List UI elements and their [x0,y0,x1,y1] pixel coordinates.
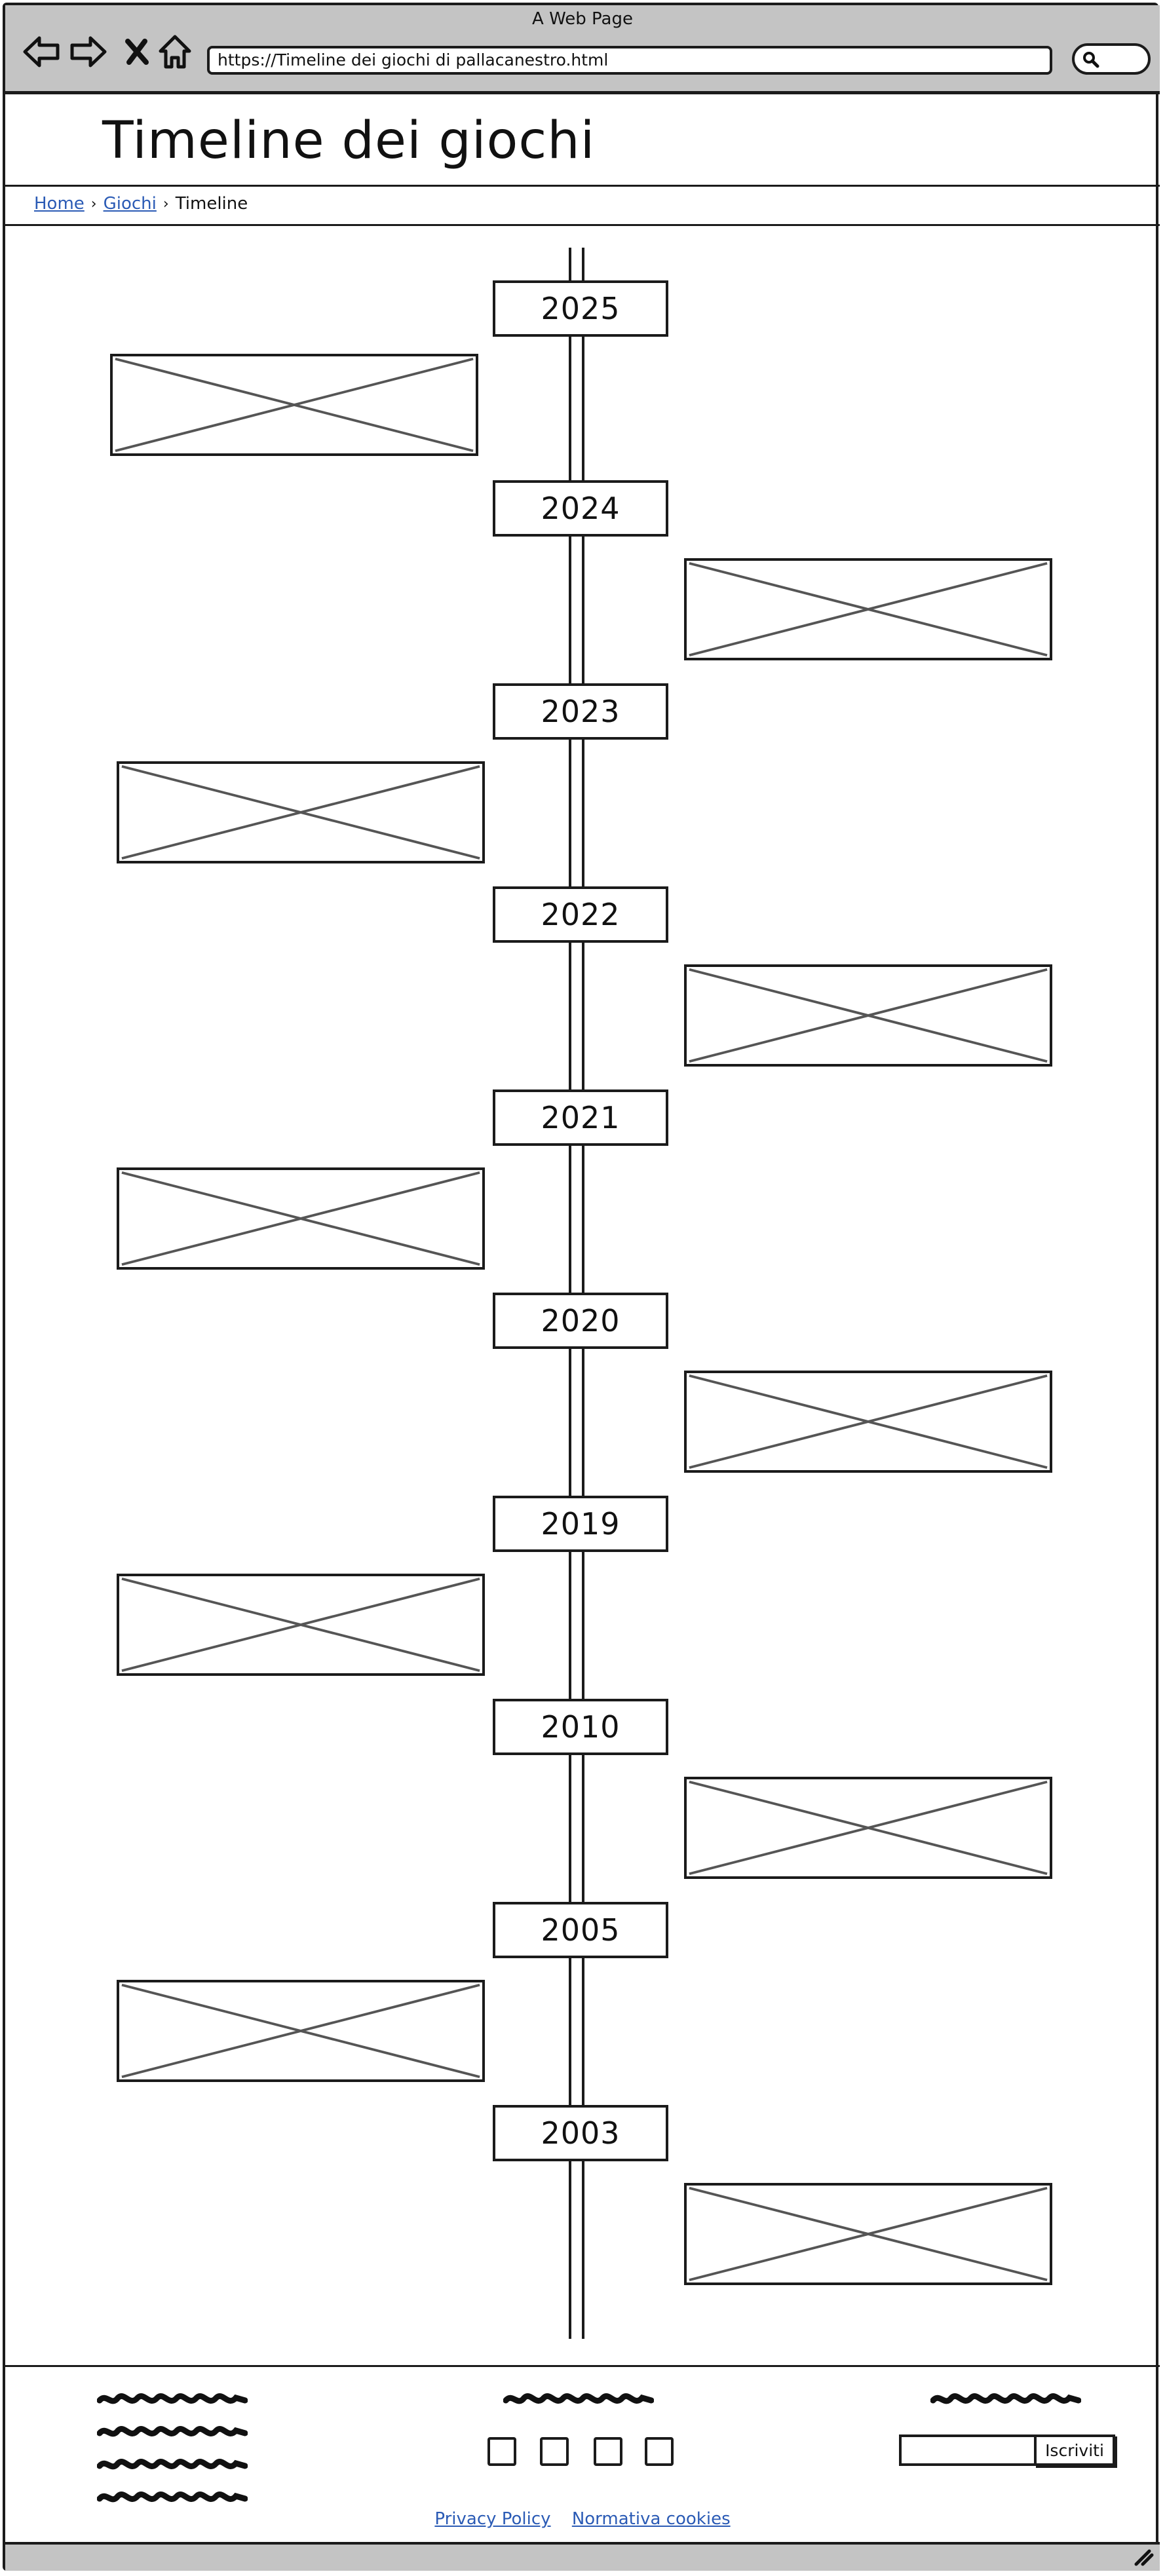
image-placeholder-2021 [117,1167,485,1270]
breadcrumb: Home › Giochi › Timeline [34,194,248,214]
image-placeholder-2003 [684,2183,1052,2285]
footer-text-placeholder [97,2491,248,2503]
search-icon [1083,52,1099,68]
breadcrumb-current: Timeline [175,194,248,214]
image-placeholder-icon [121,1983,480,2079]
image-placeholder-icon [689,561,1048,657]
timeline-year-2022: 2022 [493,886,668,943]
subscribe-button[interactable]: Iscriviti [1034,2434,1115,2466]
image-placeholder-2022 [684,964,1052,1067]
footer-text-placeholder [503,2393,654,2404]
browser-search-field[interactable] [1072,43,1151,75]
social-icon[interactable] [645,2437,674,2466]
back-arrow-icon [23,36,60,67]
header-divider [5,185,1160,187]
image-placeholder-icon [689,2186,1048,2282]
footer-text-placeholder [97,2459,248,2470]
timeline-year-2024: 2024 [493,480,668,537]
forward-arrow-icon [70,36,107,67]
image-placeholder-2023 [117,761,485,863]
image-placeholder-icon [689,1780,1048,1876]
image-placeholder-2024 [684,558,1052,660]
breadcrumb-divider [5,224,1160,226]
close-icon [125,39,149,65]
home-button[interactable] [155,31,195,72]
timeline-year-2019: 2019 [493,1496,668,1552]
privacy-policy-link[interactable]: Privacy Policy [434,2509,551,2529]
timeline-year-2025: 2025 [493,280,668,337]
timeline-year-2023: 2023 [493,683,668,740]
timeline-year-2020: 2020 [493,1293,668,1349]
timeline-year-2010: 2010 [493,1699,668,1755]
forward-button[interactable] [68,31,109,72]
footer-text-placeholder [97,2393,248,2404]
home-icon [159,35,191,69]
url-input[interactable]: https://Timeline dei giochi di pallacane… [207,46,1052,75]
image-placeholder-2020 [684,1371,1052,1473]
social-icon[interactable] [540,2437,569,2466]
image-placeholder-2010 [684,1777,1052,1879]
breadcrumb-giochi-link[interactable]: Giochi [103,194,157,214]
stop-button[interactable] [117,31,157,72]
image-placeholder-icon [115,357,474,453]
social-icon[interactable] [594,2437,622,2466]
status-bar [5,2542,1160,2571]
resize-grip-icon[interactable] [1132,2547,1155,2567]
chevron-right-icon: › [90,195,97,212]
breadcrumb-home-link[interactable]: Home [34,194,85,214]
footer-text-placeholder [930,2393,1081,2404]
image-placeholder-icon [689,968,1048,1063]
timeline-year-2003: 2003 [493,2105,668,2161]
image-placeholder-icon [689,1374,1048,1469]
image-placeholder-2019 [117,1574,485,1676]
image-placeholder-icon [121,1171,480,1266]
social-icon[interactable] [487,2437,516,2466]
browser-chrome: A Web Page https://Timeline dei giochi d… [5,5,1160,94]
window-title: A Web Page [532,9,633,29]
newsletter-email-input[interactable] [899,2434,1037,2466]
timeline-year-2005: 2005 [493,1902,668,1958]
cookie-policy-link[interactable]: Normativa cookies [571,2509,731,2529]
page-title: Timeline dei giochi [102,111,596,170]
footer-divider [5,2365,1160,2367]
image-placeholder-icon [121,1577,480,1673]
timeline-year-2021: 2021 [493,1089,668,1146]
footer-text-placeholder [97,2426,248,2437]
image-placeholder-2025 [110,354,478,456]
footer-links: Privacy Policy Normativa cookies [0,2509,1165,2529]
image-placeholder-2005 [117,1980,485,2082]
chevron-right-icon: › [162,195,169,212]
back-button[interactable] [21,31,62,72]
image-placeholder-icon [121,765,480,860]
